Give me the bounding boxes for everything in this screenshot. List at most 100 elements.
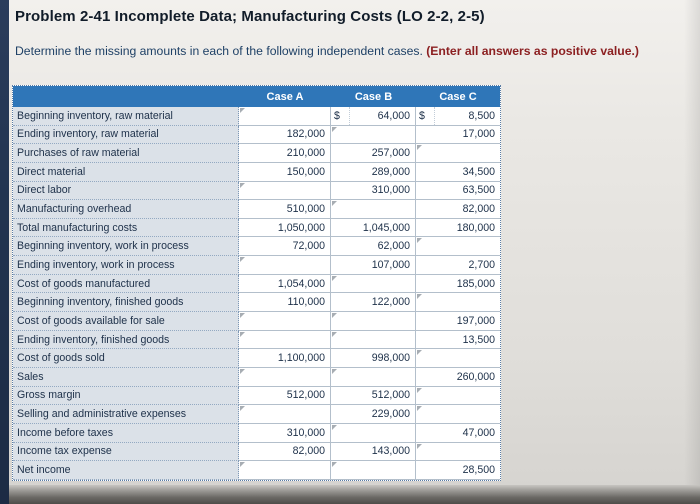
answer-input[interactable] <box>239 107 330 125</box>
row-label: Direct labor <box>13 181 239 201</box>
table-row: Income tax expense 82,000 143,000 <box>13 442 500 462</box>
case-b-cell <box>331 461 416 480</box>
case-c-cell: 34,500 <box>416 162 500 182</box>
given-value-input[interactable]: 47,000 <box>462 426 495 439</box>
given-value-input[interactable]: 185,000 <box>456 277 495 290</box>
answer-input[interactable] <box>416 237 500 255</box>
given-value-input[interactable]: 289,000 <box>371 165 410 178</box>
row-label: Net income <box>13 461 239 480</box>
row-label: Manufacturing overhead <box>13 200 239 219</box>
given-value-input[interactable]: 1,050,000 <box>277 221 325 234</box>
case-b-cell <box>331 423 416 443</box>
case-a-cell <box>239 461 331 480</box>
given-value-input[interactable]: 107,000 <box>371 258 410 271</box>
case-b-cell: 257,000 <box>331 144 416 163</box>
case-a-cell <box>239 312 331 331</box>
answer-input[interactable] <box>416 293 500 311</box>
answer-input[interactable] <box>239 461 330 479</box>
answer-input[interactable] <box>331 312 415 330</box>
given-value-input[interactable]: 229,000 <box>371 408 410 421</box>
given-value-input[interactable]: 180,000 <box>456 221 495 234</box>
answer-input[interactable] <box>331 200 415 218</box>
case-a-cell: 182,000 <box>239 125 331 145</box>
answer-input[interactable] <box>416 443 500 461</box>
answer-input[interactable] <box>416 405 500 423</box>
case-c-cell: 197,000 <box>416 312 500 331</box>
given-value-input[interactable]: 257,000 <box>371 147 410 160</box>
given-value-input[interactable]: 512,000 <box>286 389 325 402</box>
given-value-input[interactable]: 64,000 <box>377 109 410 122</box>
instruction-text: Determine the missing amounts in each of… <box>15 44 695 58</box>
table-row: Cost of goods manufactured 1,054,000 185,0… <box>13 274 500 294</box>
table-row: Net income 28,500 <box>13 461 500 480</box>
problem-title: Problem 2-41 Incomplete Data; Manufactur… <box>15 8 485 25</box>
answer-input[interactable] <box>331 331 415 349</box>
given-value-input[interactable]: 998,000 <box>371 352 410 365</box>
given-value-input[interactable]: 62,000 <box>377 240 410 253</box>
answer-input[interactable] <box>331 368 415 386</box>
given-value-input[interactable]: 122,000 <box>371 296 410 309</box>
given-value-input[interactable]: 8,500 <box>468 109 495 122</box>
answer-input[interactable] <box>239 331 330 349</box>
answer-input[interactable] <box>331 275 415 293</box>
given-value-input[interactable]: 28,500 <box>462 463 495 476</box>
given-value-input[interactable]: 210,000 <box>286 147 325 160</box>
given-value-input[interactable]: 1,045,000 <box>362 221 410 234</box>
case-c-cell: 63,500 <box>416 181 500 201</box>
given-value-input[interactable]: 260,000 <box>456 370 495 383</box>
given-value-input[interactable]: 1,100,000 <box>277 352 325 365</box>
case-c-cell: 47,000 <box>416 423 500 443</box>
row-label: Beginning inventory, finished goods <box>13 293 239 313</box>
given-value-input[interactable]: 72,000 <box>292 240 325 253</box>
case-a-cell: 512,000 <box>239 386 331 406</box>
answer-input[interactable] <box>331 424 415 442</box>
table-row: Gross margin 512,000 512,000 <box>13 386 500 406</box>
table-header-row: Case A Case B Case C <box>13 86 500 107</box>
given-value-input[interactable]: 82,000 <box>292 445 325 458</box>
given-value-input[interactable]: 13,500 <box>462 333 495 346</box>
given-value-input[interactable]: 310,000 <box>371 184 410 197</box>
given-value-input[interactable]: 510,000 <box>286 203 325 216</box>
case-c-cell <box>416 293 500 313</box>
answer-input[interactable] <box>239 182 330 200</box>
table-body: Beginning inventory, raw material $64,000… <box>13 107 500 480</box>
given-value-input[interactable]: 17,000 <box>462 128 495 141</box>
answer-input[interactable] <box>239 368 330 386</box>
given-value-input[interactable]: 182,000 <box>286 128 325 141</box>
case-b-cell: 62,000 <box>331 237 416 257</box>
given-value-input[interactable]: 512,000 <box>371 389 410 402</box>
given-value-input[interactable]: 34,500 <box>462 165 495 178</box>
case-a-cell <box>239 330 331 350</box>
case-a-cell: 72,000 <box>239 237 331 257</box>
case-b-cell: 998,000 <box>331 349 416 368</box>
case-c-cell: 185,000 <box>416 274 500 294</box>
case-a-cell <box>239 256 331 275</box>
table-row: Sales 260,000 <box>13 367 500 387</box>
given-value-input[interactable]: 63,500 <box>462 184 495 197</box>
given-value-input[interactable]: 310,000 <box>286 426 325 439</box>
answer-input[interactable] <box>239 405 330 423</box>
table-row: Beginning inventory, work in process 72,0… <box>13 237 500 257</box>
given-value-input[interactable]: 197,000 <box>456 314 495 327</box>
answer-input[interactable] <box>416 349 500 367</box>
given-value-input[interactable]: 150,000 <box>286 165 325 178</box>
row-label: Cost of goods sold <box>13 349 239 368</box>
given-value-input[interactable]: 110,000 <box>287 296 325 309</box>
case-b-cell <box>331 312 416 331</box>
answer-input[interactable] <box>416 387 500 405</box>
answer-input[interactable] <box>239 256 330 274</box>
cases-table: Case A Case B Case C Beginning inventory… <box>12 85 501 481</box>
given-value-input[interactable]: 143,000 <box>371 445 410 458</box>
window-left-edge <box>0 0 9 504</box>
answer-input[interactable] <box>239 312 330 330</box>
given-value-input[interactable]: 2,700 <box>468 258 495 271</box>
given-value-input[interactable]: 1,054,000 <box>277 277 325 290</box>
answer-input[interactable] <box>331 461 415 479</box>
answer-input[interactable] <box>416 144 500 162</box>
case-c-cell: 2,700 <box>416 256 500 275</box>
row-label: Ending inventory, raw material <box>13 125 239 145</box>
answer-input[interactable] <box>331 126 415 144</box>
given-value-input[interactable]: 82,000 <box>462 203 495 216</box>
row-label: Total manufacturing costs <box>13 218 239 238</box>
case-a-cell <box>239 107 331 126</box>
